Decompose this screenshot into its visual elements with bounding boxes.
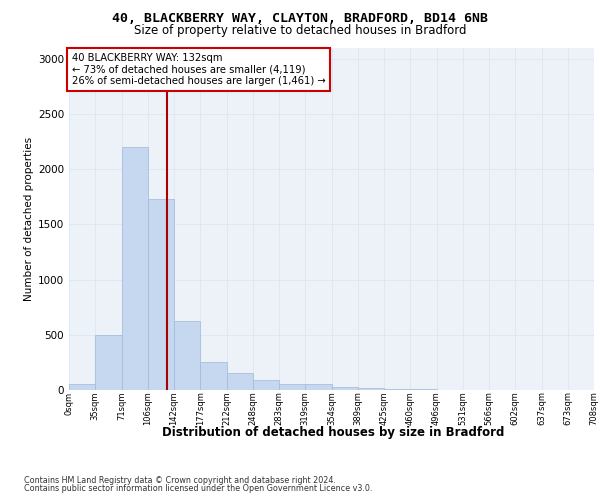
Bar — [384, 389, 410, 390]
Bar — [200, 362, 227, 390]
Bar — [174, 321, 200, 390]
Bar — [95, 335, 121, 390]
Text: Contains HM Land Registry data © Crown copyright and database right 2024.: Contains HM Land Registry data © Crown c… — [24, 476, 336, 485]
Text: Distribution of detached houses by size in Bradford: Distribution of detached houses by size … — [162, 426, 504, 439]
Bar — [305, 384, 331, 390]
Y-axis label: Number of detached properties: Number of detached properties — [24, 136, 34, 301]
Bar — [279, 384, 305, 390]
Bar — [121, 147, 148, 390]
Text: 40 BLACKBERRY WAY: 132sqm
← 73% of detached houses are smaller (4,119)
26% of se: 40 BLACKBERRY WAY: 132sqm ← 73% of detac… — [71, 52, 325, 86]
Bar — [331, 387, 358, 390]
Text: Contains public sector information licensed under the Open Government Licence v3: Contains public sector information licen… — [24, 484, 373, 493]
Bar — [253, 380, 279, 390]
Bar — [227, 374, 253, 390]
Bar — [148, 200, 174, 390]
Text: 40, BLACKBERRY WAY, CLAYTON, BRADFORD, BD14 6NB: 40, BLACKBERRY WAY, CLAYTON, BRADFORD, B… — [112, 12, 488, 24]
Text: Size of property relative to detached houses in Bradford: Size of property relative to detached ho… — [134, 24, 466, 37]
Bar — [69, 384, 95, 390]
Bar — [358, 388, 384, 390]
